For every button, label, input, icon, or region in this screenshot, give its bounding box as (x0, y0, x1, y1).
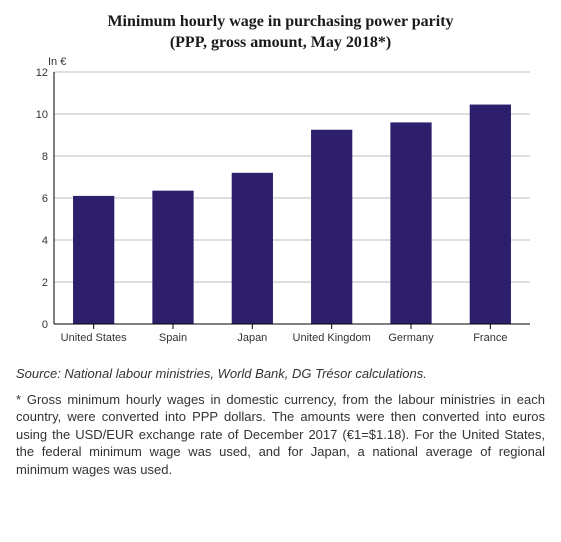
x-tick-label: Japan (237, 332, 267, 344)
y-tick-label: 12 (36, 67, 48, 79)
bar-chart: 0 2 4 6 8 10 12 United States Spain Japan United K… (20, 58, 540, 358)
x-tick-label: United States (61, 332, 128, 344)
x-tick-label: Spain (159, 332, 187, 344)
bar (311, 129, 352, 323)
chart-container: In € 0 2 4 6 8 10 12 United States Spain Japan Uni… (20, 58, 541, 358)
y-axis-unit-label: In € (48, 56, 66, 68)
y-tick-label: 10 (36, 109, 48, 121)
y-tick-label: 8 (42, 151, 48, 163)
bar (470, 104, 511, 323)
y-tick-label: 4 (42, 235, 48, 247)
bar (152, 190, 193, 323)
chart-title: Minimum hourly wage in purchasing power … (16, 12, 545, 54)
y-tick-label: 6 (42, 193, 48, 205)
title-line-1: Minimum hourly wage in purchasing power … (16, 12, 545, 33)
bar (390, 122, 431, 324)
bar (232, 172, 273, 323)
y-tick-label: 2 (42, 277, 48, 289)
x-tick-label: Germany (388, 332, 434, 344)
x-tick-label: France (473, 332, 507, 344)
bar (73, 195, 114, 323)
footnote-text: * Gross minimum hourly wages in domestic… (16, 391, 545, 479)
x-tick-label: United Kingdom (293, 332, 371, 344)
source-text: Source: National labour ministries, Worl… (16, 366, 545, 381)
title-line-2: (PPP, gross amount, May 2018*) (16, 33, 545, 54)
y-tick-label: 0 (42, 319, 48, 331)
